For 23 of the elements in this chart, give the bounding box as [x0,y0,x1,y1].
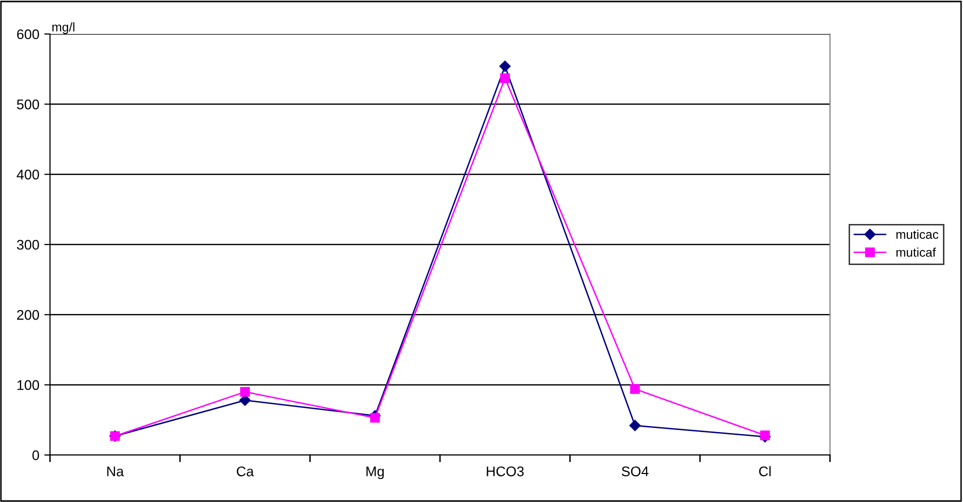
y-axis-title: mg/l [52,22,74,34]
y-tick-label: 0 [32,450,40,460]
y-tick-label: 200 [17,310,40,320]
point [240,386,250,397]
y-tick-label: 400 [16,170,40,180]
x-tick-label: Ca [236,466,254,476]
x-tick-label: Mg [366,466,384,480]
y-tick-label: 300 [16,240,40,250]
point [499,60,511,72]
point [629,420,641,432]
legend-label: muticac [896,230,938,239]
y-tick-label: 600 [17,29,40,40]
x-tick-label: HCO3 [486,466,524,476]
x-tick-label: Cl [759,466,771,476]
y-tick-label: 100 [17,380,40,390]
x-tick-label: Na [107,466,124,476]
point [370,412,380,423]
y-tick-label: 500 [16,100,40,110]
point [500,73,510,84]
point [630,384,640,394]
legend-label: muticaf [896,248,936,257]
point [760,430,770,440]
x-tick-label: SO4 [622,466,648,476]
